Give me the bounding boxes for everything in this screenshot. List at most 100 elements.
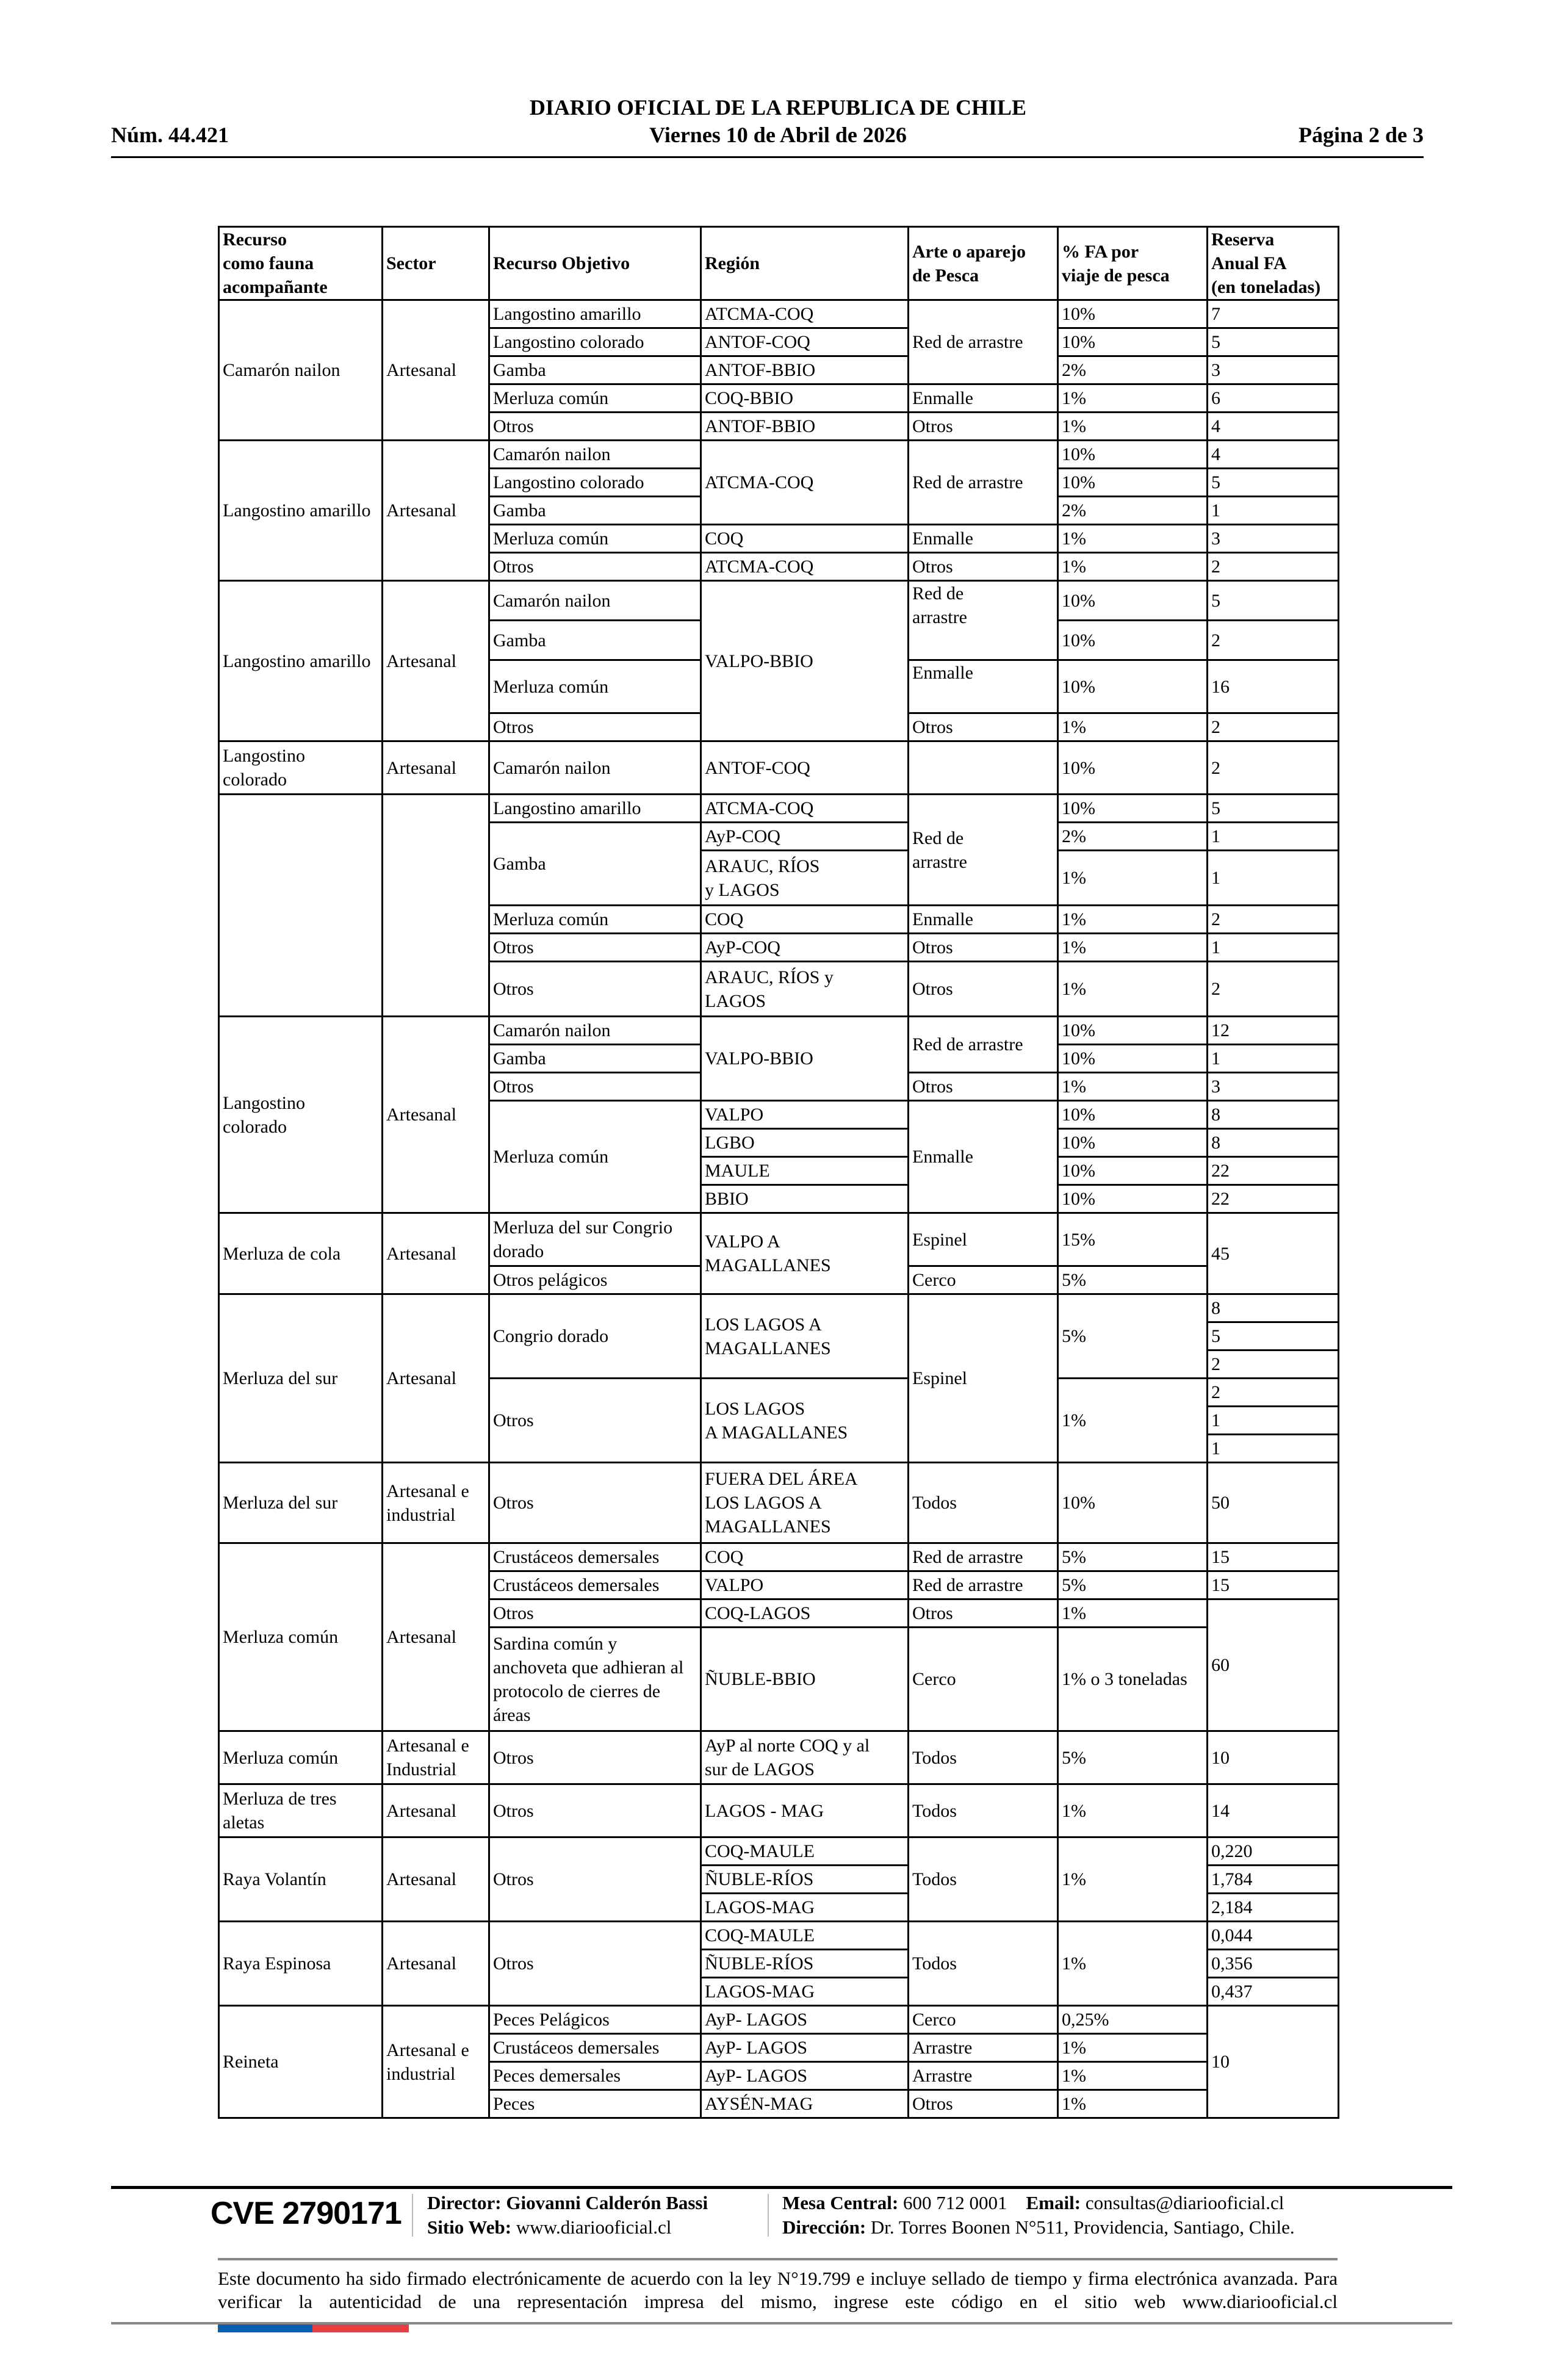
table-cell: 1% — [1057, 1920, 1208, 2007]
table-row: ARAUC, RÍOS y LAGOS 1% 1 — [219, 849, 1339, 906]
table-row: Gamba 10% 2 — [219, 619, 1339, 661]
footer-separator — [412, 2194, 413, 2237]
phone-number: 600 712 0001 — [903, 2192, 1007, 2213]
table-cell: 1% — [1057, 1598, 1208, 1628]
table-row: Crustáceos demersales AyP- LAGOS Arrastre 1… — [219, 2033, 1339, 2063]
table-row: Otros LOS LAGOS A MAGALLANES 1% 2 — [219, 1377, 1339, 1463]
table-cell: Otros — [488, 1072, 702, 1102]
table-cell: 10% — [1057, 1462, 1208, 1544]
table-cell: 22 — [1206, 1156, 1339, 1186]
table-cell: 10% — [1057, 580, 1208, 621]
table-cell: Otros — [907, 1598, 1059, 1628]
table-cell: 1% — [1057, 904, 1208, 934]
table-cell: LAGOS-MAG — [700, 1977, 909, 2007]
table-row: Merluza común Artesanal e Industrial Otros… — [218, 1730, 1339, 1785]
table-cell: 0,356 — [1206, 1949, 1339, 1978]
table-row: Merluza común Enmalle 10% 16 — [219, 659, 1339, 714]
table-row: Gamba 2% 1 — [219, 496, 1339, 525]
table-cell: Otros — [907, 552, 1059, 582]
table-row: Merluza de cola Artesanal Merluza del sur … — [218, 1212, 1339, 1295]
table-cell: 5 — [1206, 327, 1339, 357]
table-cell: 1% — [1057, 1377, 1208, 1463]
table-cell: Enmalle — [907, 383, 1059, 413]
table-cell: Artesanal — [381, 1293, 490, 1463]
table-cell: 2 — [1206, 1377, 1339, 1407]
header-reserva: Reserva Anual FA (en toneladas) — [1206, 226, 1339, 301]
table-cell: Gamba — [488, 619, 702, 661]
table-cell: LOS LAGOS A MAGALLANES — [700, 1377, 909, 1463]
table-cell: Todos — [907, 1730, 1059, 1785]
table-cell: 12 — [1206, 1015, 1339, 1045]
table-cell: 3 — [1206, 355, 1339, 385]
table-cell: COQ-LAGOS — [700, 1598, 909, 1628]
table-cell: Red de arrastre — [907, 1570, 1059, 1600]
email-link[interactable]: consultas@diariooficial.cl — [1085, 2192, 1284, 2213]
table-cell: 1% — [1057, 961, 1208, 1017]
table-cell: ÑUBLE-BBIO — [700, 1626, 909, 1732]
table-cell: 0,044 — [1206, 1920, 1339, 1950]
table-cell: 1 — [1206, 1433, 1339, 1463]
table-cell: 1% — [1057, 2089, 1208, 2119]
table-row: Crustáceos demersales VALPO Red de arrastr… — [219, 1570, 1339, 1600]
table-cell: 2% — [1057, 496, 1208, 525]
table-cell: Langostino amarillo — [218, 439, 383, 582]
table-cell: Red de arrastre — [907, 793, 1059, 906]
footer-bottom-divider — [111, 2322, 1452, 2324]
table-cell: 10% — [1057, 793, 1208, 823]
table-cell — [218, 793, 383, 1017]
table-cell: 8 — [1206, 1128, 1339, 1158]
table-row: Merluza común COQ Enmalle 1% 2 — [219, 904, 1339, 934]
table-cell: Merluza del sur — [218, 1293, 383, 1463]
table-cell: 60 — [1206, 1598, 1339, 1732]
table-cell: Red de arrastre — [907, 1542, 1059, 1572]
table-row: ÑUBLE-RÍOS 0,356 — [219, 1949, 1339, 1978]
table-cell: 2 — [1206, 552, 1339, 582]
table-cell: AyP- LAGOS — [700, 2061, 909, 2091]
table-cell: 2 — [1206, 1349, 1339, 1379]
table-cell: Espinel — [907, 1212, 1059, 1267]
table-row: Camarón nailon Artesanal Langostino amaril… — [218, 299, 1339, 441]
table-cell: Artesanal — [381, 299, 490, 441]
table-row: Peces demersales AyP- LAGOS Arrastre 1% — [219, 2061, 1339, 2091]
table-cell: 0,437 — [1206, 1977, 1339, 2007]
table-cell: Otros — [488, 1462, 702, 1544]
table-cell: 1% — [1057, 411, 1208, 441]
table-cell: 1% — [1057, 932, 1208, 962]
table-cell: 10 — [1206, 2005, 1339, 2119]
table-cell: ÑUBLE-RÍOS — [700, 1949, 909, 1978]
footer-contact-block: Mesa Central: 600 712 0001 Email: consul… — [782, 2191, 1295, 2240]
table-row: Merluza común Artesanal Crustáceos demersa… — [218, 1542, 1339, 1732]
table-cell: Camarón nailon — [488, 439, 702, 469]
header-recurso-fauna: Recurso como fauna acompañante — [218, 226, 383, 301]
table-row: Otros Otros 1% 2 — [219, 712, 1339, 742]
table-cell — [907, 740, 1059, 795]
table-cell — [381, 793, 490, 1017]
table-row: Langostino colorado Artesanal Camarón nail… — [218, 1015, 1339, 1214]
table-cell: Merluza de tres aletas — [218, 1783, 383, 1838]
table-cell: 15 — [1206, 1542, 1339, 1572]
table-cell: 2 — [1206, 712, 1339, 742]
table-cell: Gamba — [488, 355, 702, 385]
header-recurso-objetivo: Recurso Objetivo — [488, 226, 702, 301]
table-row: 1 — [219, 1433, 1339, 1463]
table-cell: Otros — [488, 1377, 702, 1463]
table-cell: VALPO-BBIO — [700, 1015, 909, 1102]
table-cell: 1% — [1057, 849, 1208, 906]
table-cell: LGBO — [700, 1128, 909, 1158]
table-cell: Peces — [488, 2089, 702, 2119]
website-link[interactable]: www.diariooficial.cl — [516, 2216, 672, 2238]
table-cell: Otros — [488, 1836, 702, 1922]
table-cell: 5 — [1206, 467, 1339, 497]
page-number: Página 2 de 3 — [1298, 123, 1424, 147]
table-cell: FUERA DEL ÁREA LOS LAGOS A MAGALLANES — [700, 1462, 909, 1544]
table-cell: 14 — [1206, 1783, 1339, 1838]
table-cell: 10% — [1057, 1100, 1208, 1130]
table-cell: Crustáceos demersales — [488, 2033, 702, 2063]
table-cell: Enmalle — [907, 1100, 1059, 1214]
table-cell: VALPO-BBIO — [700, 580, 909, 742]
table-cell: Otros — [907, 411, 1059, 441]
table-cell: AyP al norte COQ y al sur de LAGOS — [700, 1730, 909, 1785]
table-row: Langostino colorado 10% 5 — [219, 467, 1339, 497]
table-cell: BBIO — [700, 1184, 909, 1214]
table-cell: 2,184 — [1206, 1892, 1339, 1922]
